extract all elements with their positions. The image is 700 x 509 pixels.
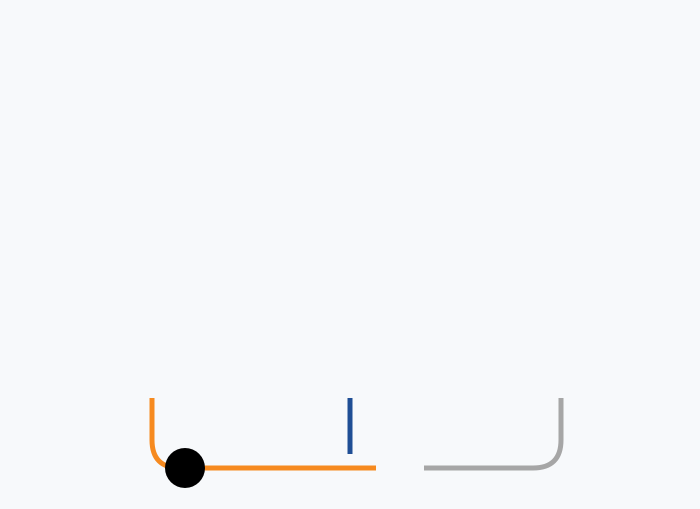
diagram-canvas xyxy=(0,0,700,509)
beta-node xyxy=(165,448,205,488)
